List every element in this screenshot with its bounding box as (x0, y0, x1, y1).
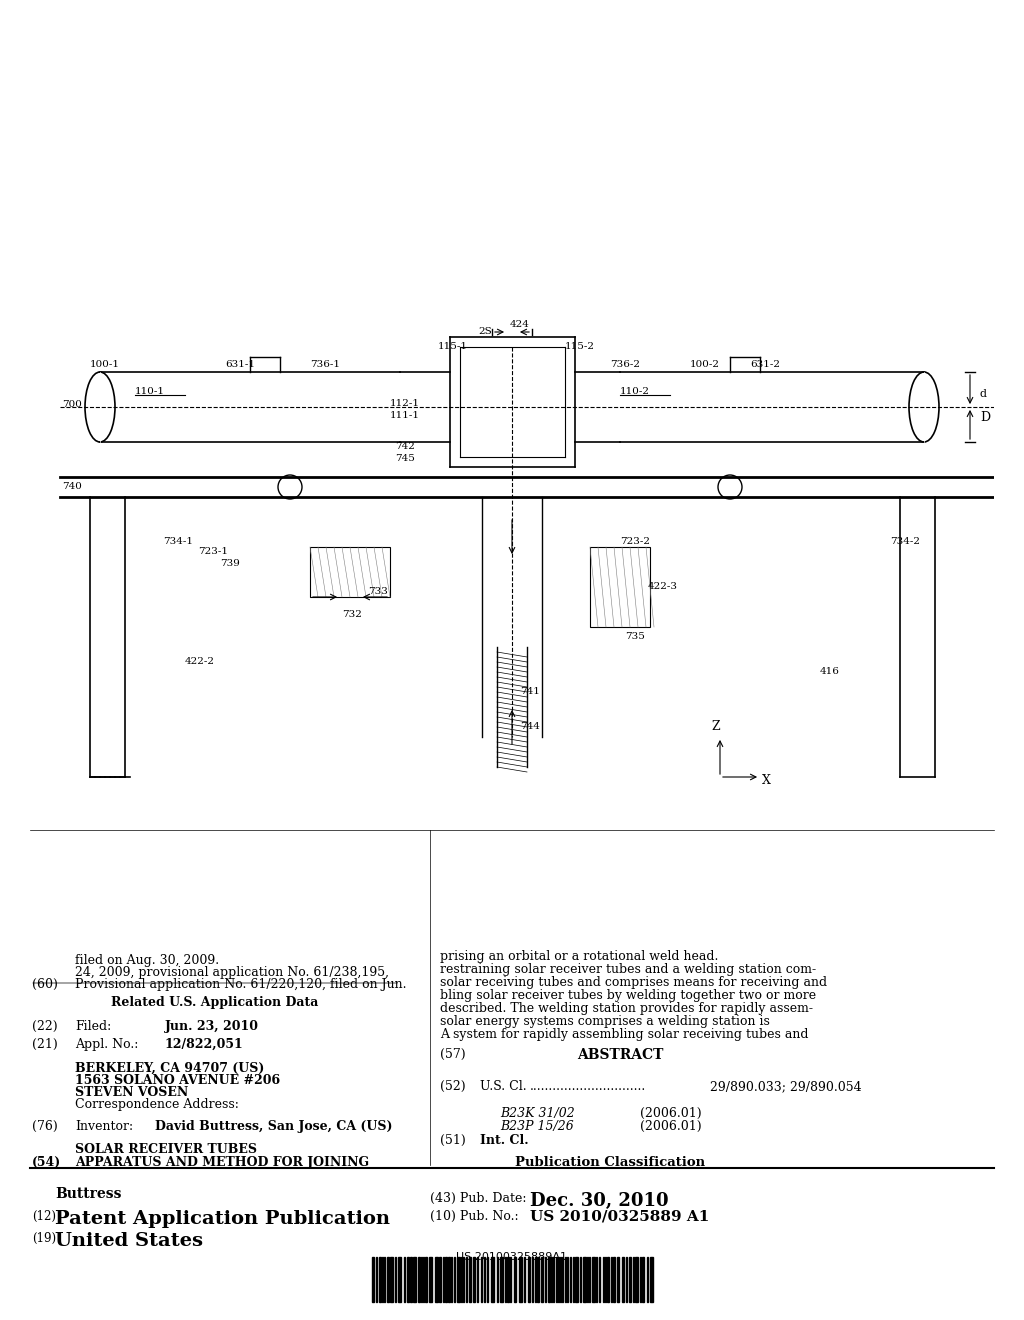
Text: ABSTRACT: ABSTRACT (577, 1048, 664, 1063)
Text: Buttress: Buttress (55, 1187, 122, 1201)
Text: 2S: 2S (478, 327, 492, 337)
Text: 24, 2009, provisional application No. 61/238,195,: 24, 2009, provisional application No. 61… (75, 966, 389, 979)
Text: 29/890.033; 29/890.054: 29/890.033; 29/890.054 (710, 1080, 861, 1093)
Text: Jun. 23, 2010: Jun. 23, 2010 (165, 1020, 259, 1034)
Text: Z: Z (712, 719, 720, 733)
Text: 739: 739 (220, 558, 240, 568)
Text: 735: 735 (625, 632, 645, 642)
Text: 100-1: 100-1 (90, 360, 120, 370)
Text: bling solar receiver tubes by welding together two or more: bling solar receiver tubes by welding to… (440, 989, 816, 1002)
Text: 744: 744 (520, 722, 540, 731)
Text: 631-1: 631-1 (225, 360, 255, 370)
Text: 740: 740 (62, 482, 82, 491)
Text: 422-2: 422-2 (185, 657, 215, 667)
Text: APPARATUS AND METHOD FOR JOINING: APPARATUS AND METHOD FOR JOINING (75, 1156, 369, 1170)
Text: Appl. No.:: Appl. No.: (75, 1038, 138, 1051)
Text: 736-1: 736-1 (310, 360, 340, 370)
Text: ..............................: .............................. (530, 1080, 646, 1093)
Text: (22): (22) (32, 1020, 57, 1034)
Text: (57): (57) (440, 1048, 466, 1061)
Text: (43) Pub. Date:: (43) Pub. Date: (430, 1192, 526, 1205)
Text: 745: 745 (395, 454, 415, 463)
Text: 111-1: 111-1 (390, 411, 420, 420)
Text: (76): (76) (32, 1119, 57, 1133)
Text: 115-1: 115-1 (438, 342, 468, 351)
Text: U.S. Cl.: U.S. Cl. (480, 1080, 526, 1093)
Text: 110-1: 110-1 (135, 387, 165, 396)
Text: 1563 SOLANO AVENUE #206: 1563 SOLANO AVENUE #206 (75, 1074, 281, 1086)
Text: 723-2: 723-2 (620, 537, 650, 546)
Text: 733: 733 (368, 587, 388, 597)
Text: US 20100325889A1: US 20100325889A1 (457, 1251, 567, 1262)
Text: B23K 31/02: B23K 31/02 (500, 1107, 574, 1119)
Text: (12): (12) (32, 1210, 56, 1224)
Text: (60): (60) (32, 978, 58, 991)
Text: (2006.01): (2006.01) (640, 1119, 701, 1133)
Text: BERKELEY, CA 94707 (US): BERKELEY, CA 94707 (US) (75, 1063, 264, 1074)
Text: described. The welding station provides for rapidly assem-: described. The welding station provides … (440, 1002, 813, 1015)
Text: Int. Cl.: Int. Cl. (480, 1134, 528, 1147)
Bar (310, 546, 390, 597)
Text: (51): (51) (440, 1134, 466, 1147)
Text: 100-2: 100-2 (690, 360, 720, 370)
Text: SOLAR RECEIVER TUBES: SOLAR RECEIVER TUBES (75, 1143, 257, 1156)
Text: Patent Application Publication: Patent Application Publication (55, 1210, 390, 1228)
Text: Related U.S. Application Data: Related U.S. Application Data (112, 997, 318, 1008)
Text: (52): (52) (440, 1080, 466, 1093)
Text: 732: 732 (342, 610, 361, 619)
Text: Dec. 30, 2010: Dec. 30, 2010 (530, 1192, 669, 1210)
Text: solar energy systems comprises a welding station is: solar energy systems comprises a welding… (440, 1015, 770, 1028)
Text: 734-1: 734-1 (163, 537, 193, 546)
Text: (21): (21) (32, 1038, 57, 1051)
Text: David Buttress, San Jose, CA (US): David Buttress, San Jose, CA (US) (155, 1119, 392, 1133)
Text: Correspondence Address:: Correspondence Address: (75, 1098, 239, 1111)
Text: 734-2: 734-2 (890, 537, 920, 546)
Text: 631-2: 631-2 (750, 360, 780, 370)
Text: United States: United States (55, 1232, 203, 1250)
Text: solar receiving tubes and comprises means for receiving and: solar receiving tubes and comprises mean… (440, 975, 827, 989)
Text: STEVEN VOSEN: STEVEN VOSEN (75, 1086, 188, 1100)
Text: D: D (980, 411, 990, 424)
Text: US 2010/0325889 A1: US 2010/0325889 A1 (530, 1210, 710, 1224)
Text: Publication Classification: Publication Classification (515, 1156, 706, 1170)
Text: 12/822,051: 12/822,051 (165, 1038, 244, 1051)
Text: (19): (19) (32, 1232, 56, 1245)
Text: 115-2: 115-2 (565, 342, 595, 351)
Text: 723-1: 723-1 (198, 546, 228, 556)
Text: 424: 424 (510, 319, 530, 329)
Text: (54): (54) (32, 1156, 61, 1170)
Text: A system for rapidly assembling solar receiving tubes and: A system for rapidly assembling solar re… (440, 1028, 809, 1041)
Text: 742: 742 (395, 442, 415, 451)
Text: (2006.01): (2006.01) (640, 1107, 701, 1119)
Text: 110-2: 110-2 (620, 387, 650, 396)
Text: d: d (980, 389, 987, 399)
Text: 112-1: 112-1 (390, 399, 420, 408)
Text: restraining solar receiver tubes and a welding station com-: restraining solar receiver tubes and a w… (440, 964, 816, 975)
Text: Provisional application No. 61/220,120, filed on Jun.: Provisional application No. 61/220,120, … (75, 978, 407, 991)
Text: 416: 416 (820, 667, 840, 676)
Text: 736-2: 736-2 (610, 360, 640, 370)
Text: 422-3: 422-3 (648, 582, 678, 591)
Text: prising an orbital or a rotational weld head.: prising an orbital or a rotational weld … (440, 950, 719, 964)
Text: (10) Pub. No.:: (10) Pub. No.: (430, 1210, 518, 1224)
Text: filed on Aug. 30, 2009.: filed on Aug. 30, 2009. (75, 954, 219, 968)
Text: 700: 700 (62, 400, 82, 409)
Text: B23P 15/26: B23P 15/26 (500, 1119, 573, 1133)
Text: X: X (762, 775, 771, 788)
Text: 741: 741 (520, 686, 540, 696)
Text: Filed:: Filed: (75, 1020, 112, 1034)
Bar (590, 546, 650, 627)
Text: Inventor:: Inventor: (75, 1119, 133, 1133)
